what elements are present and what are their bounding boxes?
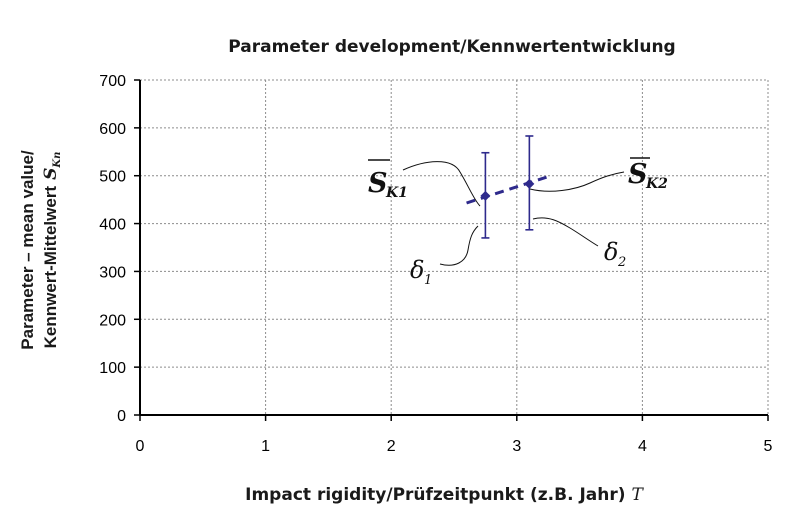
y-tick-label: 500 xyxy=(99,169,126,186)
x-tick-label: 0 xyxy=(136,438,145,455)
x-tick-label: 5 xyxy=(764,438,773,455)
y-axis-label-line1: Parameter – mean value/ xyxy=(18,150,37,350)
y-tick-label: 400 xyxy=(99,217,126,234)
sk1-label: S xyxy=(368,168,388,199)
y-axis-symbol-sub: Kn xyxy=(52,152,63,169)
y-tick-label: 300 xyxy=(99,264,126,281)
sk2-leader-line xyxy=(529,171,625,192)
y-axis-label-line2-text: Kennwert-Mittelwert xyxy=(41,186,60,349)
x-tick-label: 2 xyxy=(387,438,396,455)
y-tick-label: 0 xyxy=(117,408,126,425)
y-tick-label: 600 xyxy=(99,121,126,138)
x-axis-label-text: Impact rigidity/Prüfzeitpunkt (z.B. Jahr… xyxy=(245,485,625,505)
annotation-sk1: S K1 xyxy=(368,159,481,207)
annotation-sk2: S K2 xyxy=(529,157,668,192)
y-tick-label: 200 xyxy=(99,312,126,329)
data-point xyxy=(524,178,535,189)
y-axis-label-2: Kennwert-Mittelwert SKn xyxy=(41,152,63,349)
sk1-subscript: K1 xyxy=(385,185,408,201)
axes xyxy=(139,80,768,416)
grid xyxy=(140,79,769,415)
sk1-leader-line xyxy=(402,161,481,207)
y-tick-label: 100 xyxy=(99,360,126,377)
y-axis-label-line2: Kennwert-Mittelwert SKn xyxy=(41,152,63,349)
x-axis-ticks: 0 1 2 3 4 5 xyxy=(136,415,773,455)
chart-title: Parameter development/Kennwertentwicklun… xyxy=(228,37,675,57)
data-point xyxy=(480,190,491,201)
y-axis-label: Parameter – mean value/ xyxy=(18,150,37,350)
y-axis-ticks: 0 100 200 300 400 500 600 700 xyxy=(99,73,140,425)
data-series xyxy=(466,135,549,239)
delta1-subscript: 1 xyxy=(424,273,432,288)
delta2-label: δ xyxy=(604,238,618,266)
y-tick-label: 700 xyxy=(99,73,126,90)
delta2-subscript: 2 xyxy=(617,255,626,270)
x-tick-label: 4 xyxy=(638,438,647,455)
sk2-subscript: K2 xyxy=(645,176,668,192)
x-axis-symbol: T xyxy=(632,485,645,505)
delta1-leader-line xyxy=(439,225,479,266)
x-axis-label: Impact rigidity/Prüfzeitpunkt (z.B. Jahr… xyxy=(245,485,644,505)
x-tick-label: 1 xyxy=(261,438,270,455)
y-axis-symbol: S xyxy=(41,168,61,180)
annotation-delta1: δ 1 xyxy=(410,225,479,288)
delta1-label: δ xyxy=(410,256,424,284)
sk2-label: S xyxy=(628,159,648,190)
delta2-leader-line xyxy=(532,217,599,247)
annotation-delta2: δ 2 xyxy=(532,217,626,270)
x-tick-label: 3 xyxy=(512,438,521,455)
